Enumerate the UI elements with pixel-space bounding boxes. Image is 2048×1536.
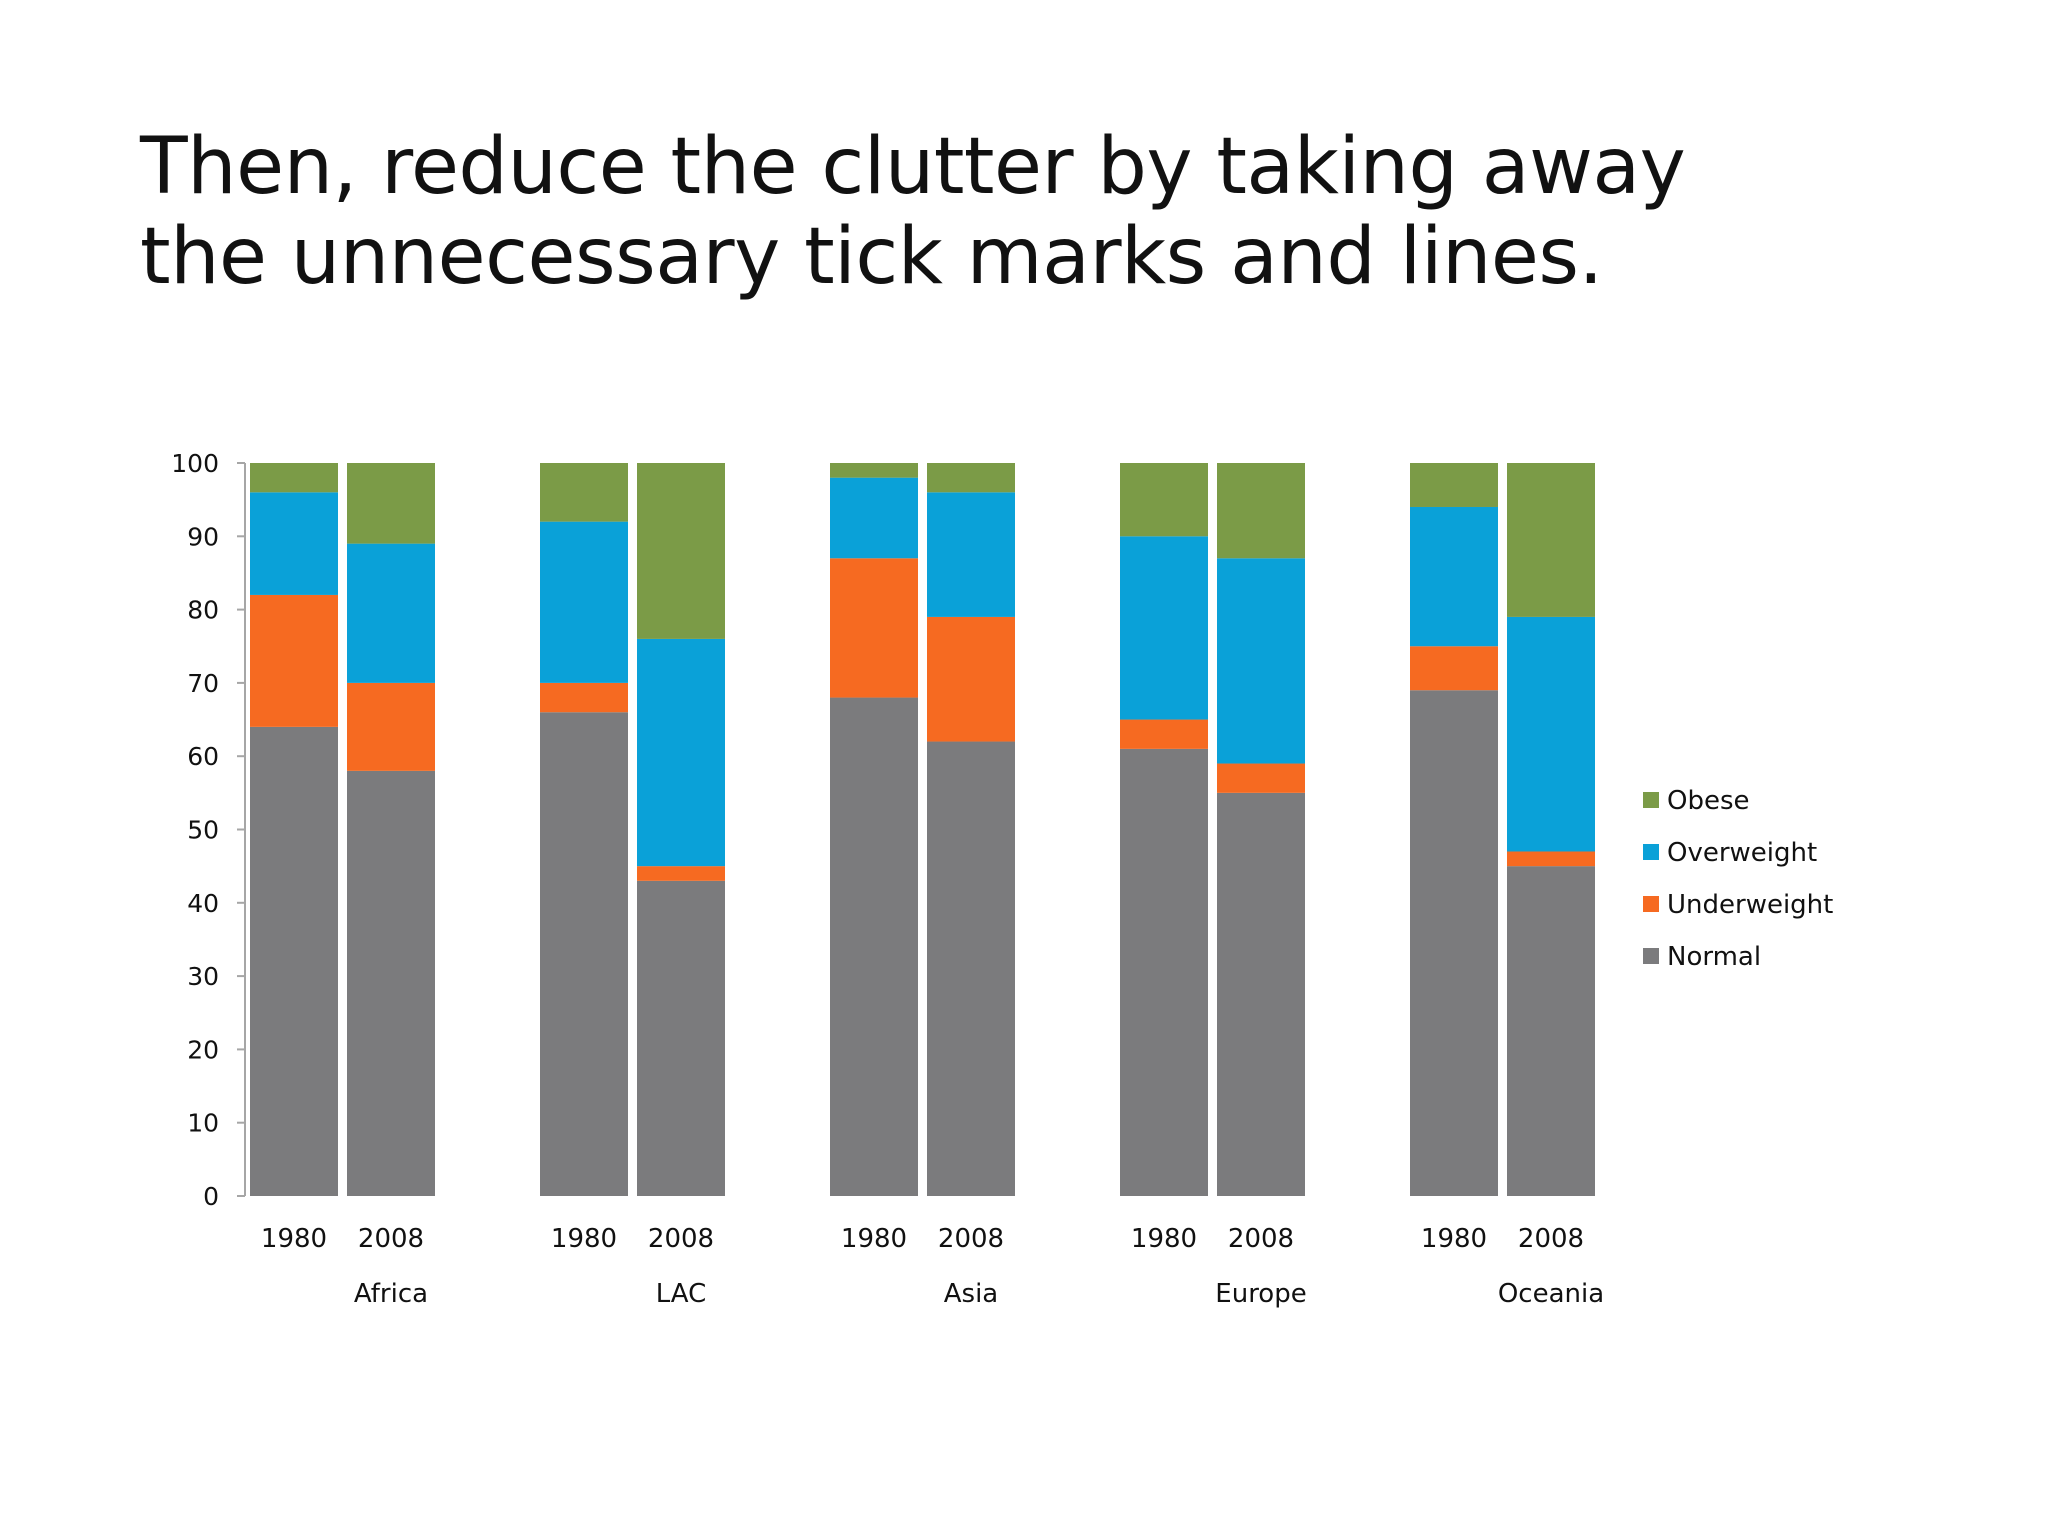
bar-segment-obese [1120,463,1208,537]
bar-segment-underweight [347,682,435,771]
bar-segment-overweight [637,638,725,867]
legend-label-underweight: Underweight [1667,890,1833,920]
bar-segment-overweight [540,521,628,683]
x-category-label: 2008 [1518,1224,1584,1254]
slide-title-line-2: the unnecessary tick marks and lines. [140,212,1603,302]
legend-swatch-normal [1643,948,1659,964]
bar-segment-obese [830,463,918,478]
y-tick-label: 0 [203,1182,219,1211]
bar-segment-normal [830,697,918,1196]
y-tick-label: 30 [187,962,219,991]
x-category-label: 2008 [938,1224,1004,1254]
legend-label-normal: Normal [1667,942,1761,972]
bar-segment-normal [1410,690,1498,1196]
bar-segment-underweight [637,866,725,881]
bar-segment-underweight [927,616,1015,742]
x-category-label: 2008 [358,1224,424,1254]
x-group-label: Asia [944,1279,999,1309]
bar-segment-underweight [1507,851,1595,867]
bar-segment-normal [347,770,435,1196]
y-tick-label: 100 [171,449,219,478]
bar-segment-underweight [540,682,628,713]
bar-segment-overweight [927,492,1015,617]
bar-segment-normal [250,726,338,1196]
y-tick-label: 20 [187,1035,219,1064]
y-tick-label: 70 [187,669,219,698]
y-tick-label: 80 [187,596,219,625]
bar-segment-normal [540,712,628,1196]
bar-segment-overweight [1410,506,1498,647]
slide-title-line-1: Then, reduce the clutter by taking away [140,122,1686,212]
bar-segment-underweight [250,594,338,727]
x-group-label: Africa [354,1279,428,1309]
bar-segment-overweight [250,492,338,595]
bar-segment-underweight [830,558,918,698]
legend-swatch-underweight [1643,896,1659,912]
x-category-label: 1980 [1421,1224,1487,1254]
x-category-label: 2008 [1228,1224,1294,1254]
bar-segment-overweight [1507,616,1595,852]
x-category-label: 1980 [1131,1224,1197,1254]
bar-segment-normal [637,880,725,1196]
x-category-label: 1980 [841,1224,907,1254]
bar-segment-obese [250,463,338,493]
x-category-label: 1980 [261,1224,327,1254]
bar-segment-overweight [347,543,435,683]
x-group-label: Europe [1215,1279,1306,1309]
bar-segment-normal [1217,792,1305,1196]
bar-segment-underweight [1217,763,1305,793]
bar-segment-obese [1217,463,1305,559]
legend-label-obese: Obese [1667,786,1750,816]
bar-segment-obese [1507,463,1595,617]
bar-segment-obese [540,463,628,522]
x-group-label: Oceania [1498,1279,1604,1309]
bar-segment-underweight [1120,719,1208,749]
bar-segment-obese [1410,463,1498,507]
bar-segment-overweight [1120,536,1208,720]
y-tick-label: 60 [187,742,219,771]
bar-segment-obese [637,463,725,639]
legend-swatch-overweight [1643,844,1659,860]
bar-segment-overweight [1217,558,1305,764]
bar-segment-obese [347,463,435,544]
y-tick-label: 10 [187,1109,219,1138]
bar-segment-obese [927,463,1015,493]
bar-segment-normal [1507,866,1595,1196]
bar-segment-normal [927,741,1015,1196]
y-tick-label: 40 [187,889,219,918]
legend-swatch-obese [1643,792,1659,808]
bar-segment-overweight [830,477,918,559]
legend-label-overweight: Overweight [1667,838,1817,868]
x-category-label: 2008 [648,1224,714,1254]
slide-title: Then, reduce the clutter by taking away … [140,122,1940,302]
bar-segment-normal [1120,748,1208,1196]
bar-segment-underweight [1410,646,1498,691]
y-tick-label: 90 [187,522,219,551]
x-group-label: LAC [656,1279,707,1309]
x-category-label: 1980 [551,1224,617,1254]
y-tick-label: 50 [187,816,219,845]
